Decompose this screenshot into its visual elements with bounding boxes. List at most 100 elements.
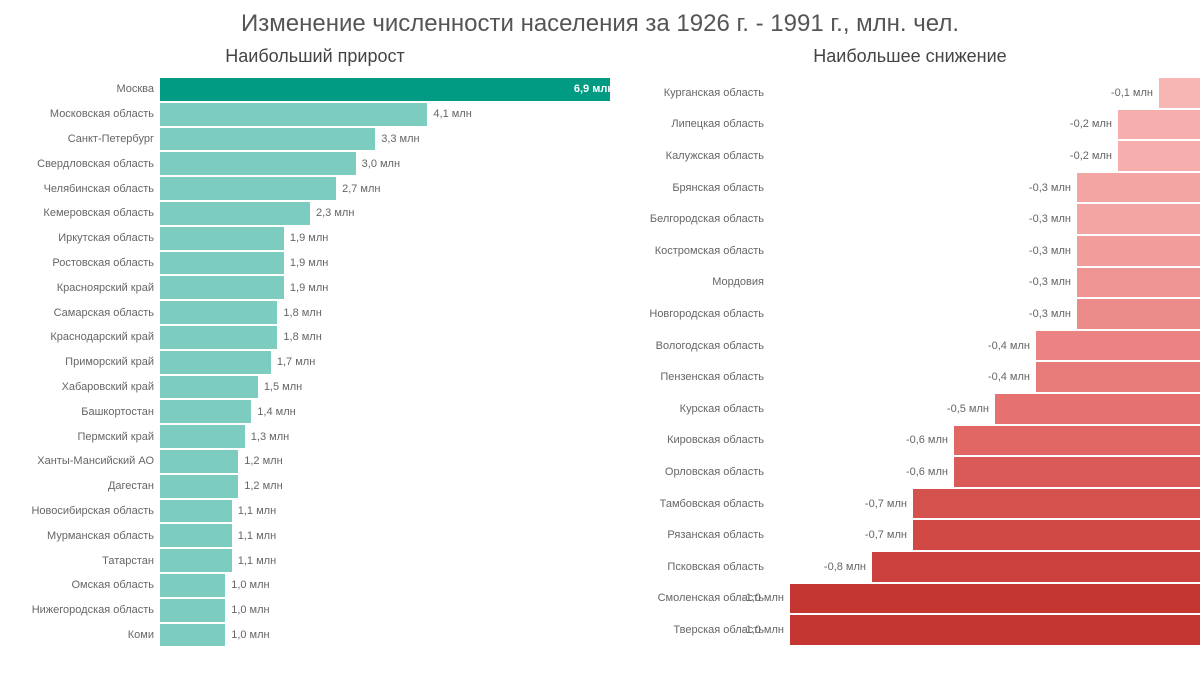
category-label: Новгородская область: [620, 308, 770, 320]
category-label: Приморский край: [10, 356, 160, 368]
value-label: 1,0 млн: [231, 604, 269, 616]
bar[interactable]: [1036, 362, 1200, 392]
decline-row: Курганская область-0,1 млн: [620, 77, 1200, 109]
decline-row: Новгородская область-0,3 млн: [620, 298, 1200, 330]
value-label: 2,7 млн: [342, 183, 380, 195]
bar[interactable]: [1118, 110, 1200, 140]
bar[interactable]: [160, 78, 610, 101]
category-label: Нижегородская область: [10, 604, 160, 616]
growth-chart: Москва6,9 млнМосковская область4,1 млнСа…: [10, 77, 620, 647]
bar[interactable]: [1077, 204, 1200, 234]
decline-row: Кировская область -0,6 млн: [620, 425, 1200, 457]
value-label: 1,0 млн: [231, 629, 269, 641]
bar[interactable]: [160, 549, 232, 572]
bar[interactable]: [160, 202, 310, 225]
category-label: Мордовия: [620, 276, 770, 288]
decline-row: Курская область-0,5 млн: [620, 393, 1200, 425]
category-label: Башкортостан: [10, 406, 160, 418]
left-subtitle: Наибольший прирост: [10, 46, 620, 67]
bar[interactable]: [160, 351, 271, 374]
bar[interactable]: [1077, 299, 1200, 329]
bar[interactable]: [954, 457, 1200, 487]
bar[interactable]: [160, 103, 427, 126]
bar[interactable]: [160, 227, 284, 250]
category-label: Псковская область: [620, 561, 770, 573]
bar[interactable]: [160, 177, 336, 200]
bar-track: 1,0 млн: [160, 573, 620, 598]
bar[interactable]: [954, 426, 1200, 456]
value-label: 1,5 млн: [264, 381, 302, 393]
bar[interactable]: [160, 400, 251, 423]
growth-row: Самарская область1,8 млн: [10, 300, 620, 325]
bar[interactable]: [160, 128, 375, 151]
bar[interactable]: [160, 326, 277, 349]
right-column: Наибольшее снижение Курганская область-0…: [620, 42, 1200, 647]
bar[interactable]: [1159, 78, 1200, 108]
value-label: -0,2 млн: [1070, 150, 1112, 162]
bar[interactable]: [913, 520, 1200, 550]
bar[interactable]: [872, 552, 1200, 582]
value-label: -0,6 млн: [906, 434, 948, 446]
bar[interactable]: [790, 584, 1200, 614]
bar-track: -0,3 млн: [770, 203, 1200, 235]
main-title: Изменение численности населения за 1926 …: [0, 10, 1200, 38]
bar[interactable]: [1118, 141, 1200, 171]
growth-row: Ханты-Мансийский АО1,2 млн: [10, 449, 620, 474]
bar[interactable]: [160, 425, 245, 448]
bar-track: 1,2 млн: [160, 449, 620, 474]
growth-row: Татарстан1,1 млн: [10, 548, 620, 573]
bar[interactable]: [1077, 268, 1200, 298]
bar-track: -0,3 млн: [770, 267, 1200, 299]
category-label: Вологодская область: [620, 340, 770, 352]
category-label: Санкт-Петербург: [10, 133, 160, 145]
growth-row: Санкт-Петербург3,3 млн: [10, 127, 620, 152]
bar[interactable]: [160, 574, 225, 597]
decline-row: Рязанская область-0,7 млн: [620, 519, 1200, 551]
value-label: -0,1 млн: [1111, 87, 1153, 99]
bar-track: 1,4 млн: [160, 399, 620, 424]
bar[interactable]: [995, 394, 1200, 424]
decline-row: Калужская область-0,2 млн: [620, 140, 1200, 172]
bar-track: 1,9 млн: [160, 226, 620, 251]
category-label: Самарская область: [10, 307, 160, 319]
category-label: Пензенская область: [620, 371, 770, 383]
category-label: Белгородская область: [620, 213, 770, 225]
bar[interactable]: [160, 599, 225, 622]
value-label: -0,3 млн: [1029, 213, 1071, 225]
columns: Наибольший прирост Москва6,9 млнМосковск…: [0, 42, 1200, 647]
bar[interactable]: [160, 252, 284, 275]
bar[interactable]: [790, 615, 1200, 645]
bar[interactable]: [913, 489, 1200, 519]
bar[interactable]: [1036, 331, 1200, 361]
bar-track: -0,2 млн: [770, 140, 1200, 172]
bar[interactable]: [160, 301, 277, 324]
bar[interactable]: [160, 152, 356, 175]
bar-track: 1,7 млн: [160, 350, 620, 375]
category-label: Пермский край: [10, 431, 160, 443]
bar[interactable]: [160, 624, 225, 647]
growth-row: Хабаровский край1,5 млн: [10, 375, 620, 400]
category-label: Костромская область: [620, 245, 770, 257]
bar[interactable]: [160, 524, 232, 547]
bar[interactable]: [160, 500, 232, 523]
bar-track: -0,2 млн: [770, 109, 1200, 141]
bar[interactable]: [1077, 236, 1200, 266]
bar-track: 1,0 млн: [160, 598, 620, 623]
category-label: Кировская область: [620, 434, 770, 446]
decline-row: Пензенская область-0,4 млн: [620, 361, 1200, 393]
category-label: Брянская область: [620, 182, 770, 194]
decline-row: Тверская область-1,0 млн: [620, 614, 1200, 646]
category-label: Коми: [10, 629, 160, 641]
bar[interactable]: [160, 376, 258, 399]
category-label: Свердловская область: [10, 158, 160, 170]
category-label: Татарстан: [10, 555, 160, 567]
value-label: -1,0 млн: [742, 624, 784, 636]
bar[interactable]: [160, 276, 284, 299]
value-label: 1,1 млн: [238, 530, 276, 542]
growth-row: Московская область4,1 млн: [10, 102, 620, 127]
category-label: Тамбовская область: [620, 498, 770, 510]
bar-track: 1,9 млн: [160, 251, 620, 276]
bar[interactable]: [1077, 173, 1200, 203]
bar[interactable]: [160, 475, 238, 498]
bar[interactable]: [160, 450, 238, 473]
